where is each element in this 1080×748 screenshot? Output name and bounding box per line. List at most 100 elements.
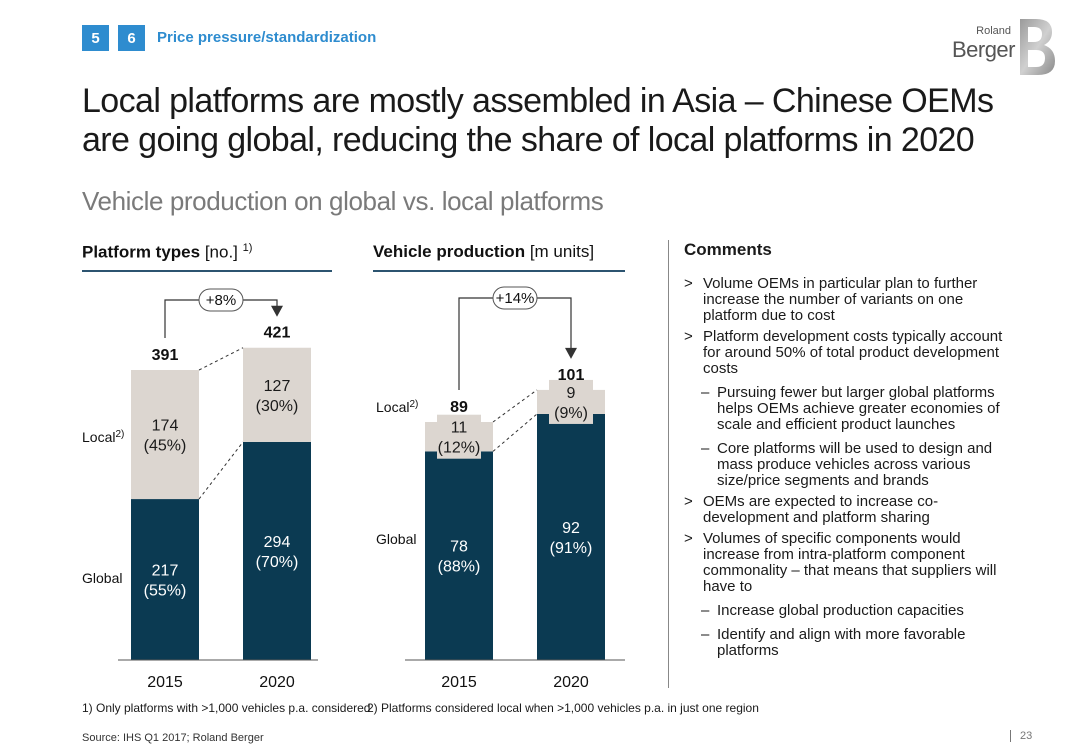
chart1-rule — [82, 270, 332, 272]
footnote-2: 2) Platforms considered local when >1,00… — [367, 701, 759, 715]
bar-global-label: (91%) — [550, 540, 593, 557]
bar-local-label: 174 — [152, 418, 179, 435]
comment-item: – Increase global production capacities — [684, 603, 1004, 619]
bar-global-label: 92 — [562, 520, 580, 537]
bar-local-label: (45%) — [144, 438, 187, 455]
comment-item: > Platform development costs typically ac… — [684, 329, 1004, 377]
x-tick-label: 2020 — [553, 674, 589, 691]
growth-label: +8% — [206, 292, 236, 309]
comment-item: – Pursuing fewer but larger global platfo… — [684, 385, 1004, 433]
bar-total-label: 421 — [264, 325, 291, 342]
comment-item: > Volumes of specific components would in… — [684, 531, 1004, 595]
bar-local-label: (12%) — [438, 440, 481, 457]
growth-label: +14% — [496, 290, 535, 307]
chevron-bullet-icon: > — [684, 493, 693, 510]
bar-global-label: 217 — [152, 563, 179, 580]
comment-item: > Volume OEMs in particular plan to furth… — [684, 276, 1004, 324]
logo-text-berger: Berger — [951, 37, 1016, 62]
connector-top — [198, 347, 244, 371]
bar-local-label: 11 — [451, 420, 468, 437]
chart2-rule — [373, 270, 625, 272]
comment-item: – Core platforms will be used to design a… — [684, 441, 1004, 489]
comment-text: Volumes of specific components would inc… — [703, 530, 997, 595]
logo-b-mark-icon — [1020, 19, 1055, 75]
comment-text: Volume OEMs in particular plan to furthe… — [703, 275, 978, 324]
platform-types-chart: 217 (55%) 174 (45%) 391 2015 294 (70%) 127 (30%) 4… — [82, 288, 318, 691]
chevron-bullet-icon: > — [684, 275, 693, 292]
dash-bullet-icon: – — [701, 440, 710, 457]
chevron-bullet-icon: > — [684, 328, 693, 345]
bar-total-label: 101 — [558, 367, 585, 384]
dash-bullet-icon: – — [701, 384, 710, 401]
chevron-bullet-icon: > — [684, 530, 693, 547]
page-divider — [1010, 730, 1011, 742]
chart1-note: 1) — [242, 242, 253, 254]
label-bg-local — [437, 414, 481, 459]
chart1-header: Platform types [no.] 1) — [82, 242, 252, 263]
connector-mid — [198, 441, 244, 500]
bar-local-label: 127 — [264, 378, 291, 395]
bar-global-2015 — [131, 499, 199, 660]
series-label-global: Global — [82, 570, 122, 586]
x-tick-label: 2020 — [259, 674, 295, 691]
bar-total-label: 89 — [450, 399, 468, 416]
arrow-head-icon — [565, 347, 577, 359]
bar-global-2015 — [425, 451, 493, 660]
arrow-head-icon — [271, 305, 283, 317]
bar-global-label: (88%) — [438, 559, 481, 576]
connector-mid — [492, 413, 538, 452]
comment-text: Identify and align with more favorable p… — [717, 626, 966, 659]
chart2-header: Vehicle production [m units] — [373, 242, 594, 262]
series-label-local: Local2) — [376, 399, 418, 415]
bar-global-label: (70%) — [256, 554, 299, 571]
growth-bubble — [198, 288, 244, 312]
page-title: Local platforms are mostly assembled in … — [82, 82, 994, 159]
comments-title: Comments — [684, 240, 772, 259]
dash-bullet-icon: – — [701, 626, 710, 643]
series-label-note: 2) — [409, 399, 418, 410]
growth-bubble — [492, 286, 538, 310]
page-subtitle: Vehicle production on global vs. local p… — [82, 186, 604, 216]
comment-item: – Identify and align with more favorable … — [684, 627, 1004, 659]
label-bg-local — [549, 379, 593, 424]
bar-global-label: 78 — [450, 539, 468, 556]
bar-global-label: 294 — [264, 534, 291, 551]
comment-text: Increase global production capacities — [717, 602, 964, 619]
page-number: 23 — [1020, 730, 1033, 742]
comment-text: Core platforms will be used to design an… — [717, 440, 993, 489]
growth-arrow-line — [458, 297, 572, 390]
bar-local-label: 9 — [567, 385, 576, 402]
x-tick-label: 2015 — [441, 674, 477, 691]
chart2-title: Vehicle production — [373, 242, 526, 261]
bar-total-label: 391 — [152, 347, 179, 364]
chart1-title: Platform types — [82, 242, 201, 262]
chart2-unit: [m units] — [529, 242, 595, 261]
roland-berger-logo: Roland Berger — [940, 17, 1058, 79]
comment-text: Platform development costs typically acc… — [703, 328, 1003, 377]
footnote-1: 1) Only platforms with >1,000 vehicles p… — [82, 701, 371, 715]
bar-global-2020 — [243, 441, 311, 660]
connector-top — [492, 389, 538, 423]
section-badge-5[interactable]: 5 — [82, 25, 109, 51]
comments-list: > Volume OEMs in particular plan to furth… — [684, 276, 1004, 664]
source-note: Source: IHS Q1 2017; Roland Berger — [82, 732, 264, 744]
dash-bullet-icon: – — [701, 602, 710, 619]
bar-global-label: (55%) — [144, 583, 187, 600]
comment-text: Pursuing fewer but larger global platfor… — [717, 384, 1000, 433]
bar-local-2020 — [243, 347, 311, 442]
section-badge-6[interactable]: 6 — [118, 25, 145, 51]
series-label-global: Global — [376, 531, 416, 547]
comment-text: OEMs are expected to increase co-develop… — [703, 493, 939, 526]
section-title: Price pressure/standardization — [157, 29, 377, 46]
comments-divider — [668, 240, 669, 688]
vehicle-production-chart: 78 (88%) 11 (12%) 89 2015 92 (91%) 9 (9%) 101 2020 +… — [376, 286, 625, 691]
series-label-local: Local2) — [82, 429, 124, 445]
bar-local-2015 — [131, 370, 199, 500]
series-label-note: 2) — [115, 429, 124, 440]
bar-global-2020 — [537, 413, 605, 660]
bar-local-label: (9%) — [554, 405, 588, 422]
bar-local-label: (30%) — [256, 398, 299, 415]
logo-text-roland: Roland — [976, 25, 1011, 37]
x-tick-label: 2015 — [147, 674, 183, 691]
chart1-unit: [no.] — [204, 242, 238, 262]
